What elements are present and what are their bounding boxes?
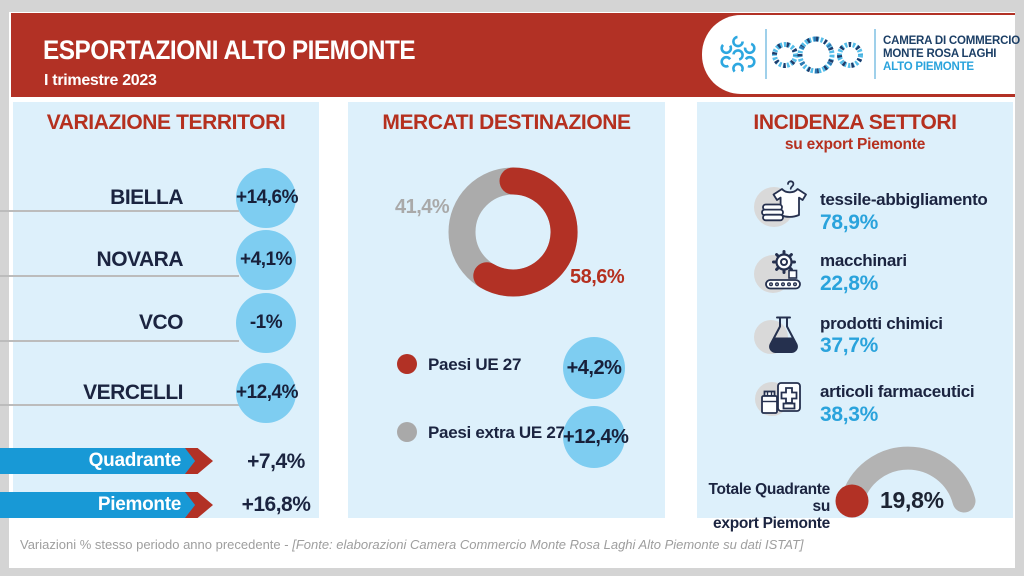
sector-value: 22,8% — [820, 272, 879, 295]
logo-org-line1: CAMERA DI COMMERCIO — [883, 35, 1020, 47]
logo-org-line3: ALTO PIEMONTE — [883, 61, 974, 73]
quadrante-banner: Quadrante — [0, 448, 197, 474]
legend-dot-ue-icon — [397, 354, 417, 374]
sector-value: 78,9% — [820, 211, 879, 234]
monte-rosa-laghi-rings-icon — [772, 36, 863, 74]
gauge-chart — [835, 446, 976, 518]
gear-icon — [754, 250, 801, 293]
sector-value: 38,3% — [820, 403, 879, 426]
gauge-label: Totale Quadrante su export Piemonte — [690, 481, 830, 532]
piemonte-banner-label: Piemonte — [97, 494, 181, 515]
sector-label: articoli farmaceutici — [820, 382, 975, 401]
logo-divider — [765, 29, 767, 79]
sector-label: prodotti chimici — [820, 314, 943, 333]
legend-label-extra-ue: Paesi extra UE 27 — [428, 423, 565, 442]
sector-value: 37,7% — [820, 334, 879, 357]
gauge-label-line2: export Piemonte — [713, 515, 830, 532]
page-title: ESPORTAZIONI ALTO PIEMONTE — [43, 35, 416, 65]
territory-name: VCO — [138, 311, 184, 334]
piemonte-banner: Piemonte — [0, 492, 197, 518]
donut-chart — [448, 167, 578, 297]
sector-label: tessile-abbigliamento — [820, 190, 988, 209]
territory-value-bubble: +12,4% — [236, 363, 298, 423]
quadrante-value: +7,4% — [247, 450, 305, 473]
logo-divider — [874, 29, 876, 79]
ue-variation-bubble: +4,2% — [563, 337, 625, 399]
gauge-label-line1: Totale Quadrante su — [708, 481, 830, 515]
row-divider — [0, 210, 239, 212]
panel-incidenza-settori — [697, 102, 1013, 518]
territory-value-bubble: -1% — [236, 293, 296, 353]
tshirt-icon — [754, 180, 807, 227]
extra-ue-variation-bubble: +12,4% — [563, 406, 629, 468]
legend-dot-extra-ue-icon — [397, 422, 417, 442]
quadrante-banner-label: Quadrante — [88, 450, 182, 471]
footer-source-text: [Fonte: elaborazioni Camera Commercio Mo… — [292, 537, 804, 552]
sector-label: macchinari — [820, 251, 907, 270]
territory-name: VERCELLI — [83, 381, 183, 404]
row-divider — [0, 404, 239, 406]
territory-value-bubble: +14,6% — [236, 168, 298, 228]
gauge-value: 19,8% — [880, 487, 944, 513]
settori-subtitle: su export Piemonte — [784, 136, 926, 153]
page-subtitle: I trimestre 2023 — [44, 72, 157, 89]
territory-value-bubble: +4,1% — [236, 230, 296, 290]
row-divider — [0, 340, 239, 342]
logo-text: CAMERA DI COMMERCIO MONTE ROSA LAGHI ALT… — [883, 35, 1020, 74]
footer-note-text: Variazioni % stesso periodo anno precede… — [20, 537, 293, 552]
settori-title: INCIDENZA SETTORI — [753, 111, 957, 134]
legend-label-ue: Paesi UE 27 — [428, 355, 522, 374]
donut-extra-ue-label: 41,4% — [395, 196, 450, 218]
logo-org-line2: MONTE ROSA LAGHI — [883, 48, 997, 60]
piemonte-value: +16,8% — [241, 493, 311, 516]
mercati-title: MERCATI DESTINAZIONE — [382, 111, 631, 134]
row-divider — [0, 275, 239, 277]
territory-name: NOVARA — [96, 248, 184, 271]
donut-ue-label: 58,6% — [570, 266, 625, 288]
logo-pill: CAMERA DI COMMERCIO MONTE ROSA LAGHI ALT… — [702, 15, 1020, 94]
flask-icon — [754, 316, 798, 354]
pharma-icon — [755, 382, 801, 416]
footer-note: Variazioni % stesso periodo anno precede… — [20, 537, 804, 552]
territory-name: BIELLA — [110, 186, 183, 209]
camera-commercio-swirl-icon — [720, 35, 756, 75]
territori-title: VARIAZIONE TERRITORI — [46, 111, 286, 134]
